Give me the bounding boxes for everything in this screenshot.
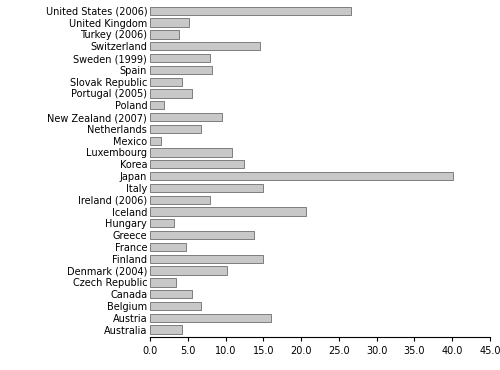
Bar xyxy=(150,208,306,216)
Bar xyxy=(150,172,453,180)
Bar xyxy=(150,77,182,86)
Bar xyxy=(150,278,176,286)
Bar xyxy=(150,243,186,251)
Bar xyxy=(150,54,210,62)
Bar xyxy=(150,113,222,121)
Bar xyxy=(150,314,271,322)
Bar xyxy=(150,231,254,239)
Bar xyxy=(150,148,232,157)
Bar xyxy=(150,196,210,204)
Bar xyxy=(150,42,260,50)
Bar xyxy=(150,137,162,145)
Bar xyxy=(150,18,188,27)
Bar xyxy=(150,290,192,298)
Bar xyxy=(150,184,264,192)
Bar xyxy=(150,101,164,110)
Bar xyxy=(150,30,180,38)
Bar xyxy=(150,7,351,15)
Bar xyxy=(150,160,244,168)
Bar xyxy=(150,255,264,263)
Bar xyxy=(150,89,192,98)
Bar xyxy=(150,266,227,275)
Bar xyxy=(150,326,182,334)
Bar xyxy=(150,125,200,133)
Bar xyxy=(150,302,202,310)
Bar xyxy=(150,219,174,228)
Bar xyxy=(150,66,212,74)
